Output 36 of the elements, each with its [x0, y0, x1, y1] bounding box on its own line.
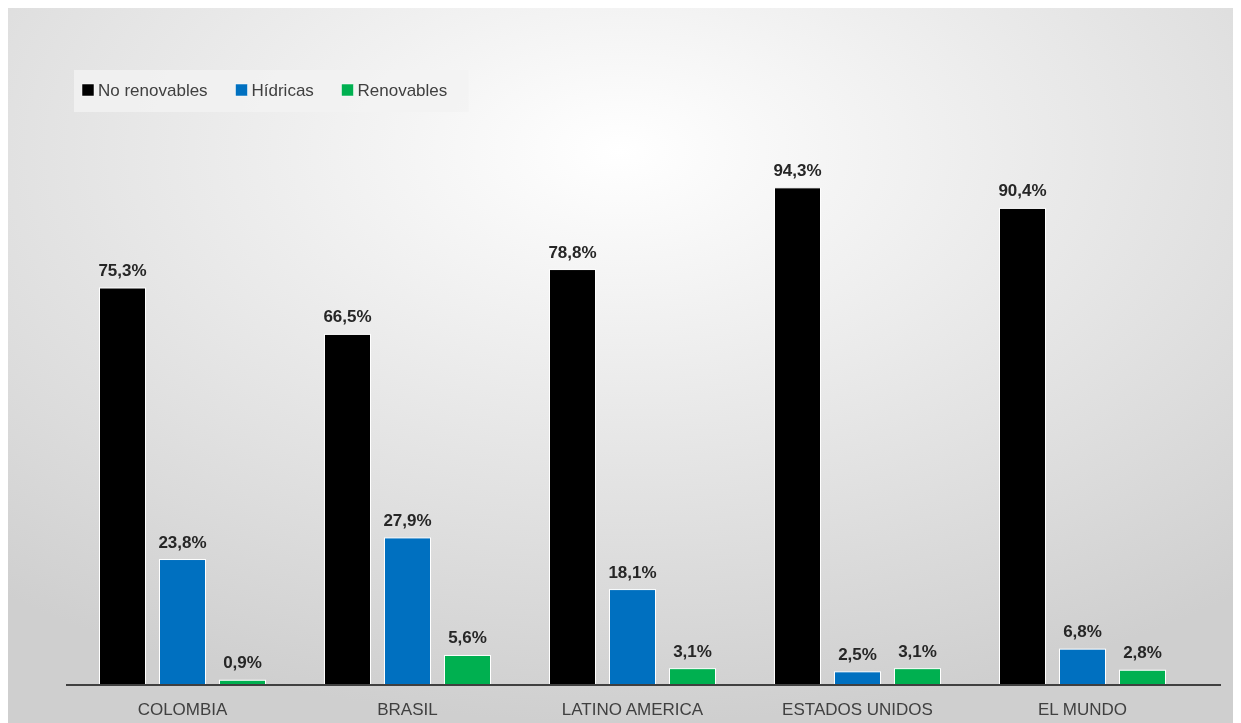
data-label: 18,1% — [608, 562, 657, 582]
data-label: 5,6% — [448, 628, 487, 648]
legend-label: Hídricas — [251, 81, 314, 100]
data-label: 27,9% — [383, 510, 432, 530]
data-label: 3,1% — [673, 641, 712, 661]
x-tick-label: COLOMBIA — [137, 700, 229, 719]
data-label: 23,8% — [158, 532, 207, 552]
bar — [384, 537, 431, 686]
bar — [669, 668, 716, 686]
data-label: 66,5% — [323, 307, 372, 327]
bar — [894, 668, 941, 686]
data-label: 0,9% — [223, 653, 262, 673]
bar — [444, 654, 491, 686]
bar — [834, 671, 881, 686]
bar — [159, 559, 206, 686]
bar — [99, 287, 146, 686]
data-label: 90,4% — [998, 181, 1047, 201]
data-label: 3,1% — [898, 641, 937, 661]
data-label: 6,8% — [1063, 622, 1102, 642]
bar — [1059, 648, 1106, 686]
legend-label: No renovables — [98, 81, 208, 100]
x-tick-label: LATINO AMERICA — [561, 700, 704, 719]
x-tick-label: EL MUNDO — [1037, 700, 1128, 719]
bar — [324, 333, 371, 686]
data-label: 75,3% — [98, 261, 147, 280]
data-label: 2,5% — [838, 644, 877, 664]
legend-label: Renovables — [357, 81, 448, 100]
bar — [774, 187, 821, 686]
data-label: 78,8% — [548, 242, 597, 262]
x-tick-label: BRASIL — [377, 700, 438, 719]
x-tick-label: ESTADOS UNIDOS — [782, 700, 933, 719]
bar — [549, 269, 596, 686]
data-label: 94,3% — [773, 160, 822, 180]
data-label: 2,8% — [1123, 643, 1162, 663]
bar — [609, 589, 656, 686]
bar — [999, 207, 1046, 686]
